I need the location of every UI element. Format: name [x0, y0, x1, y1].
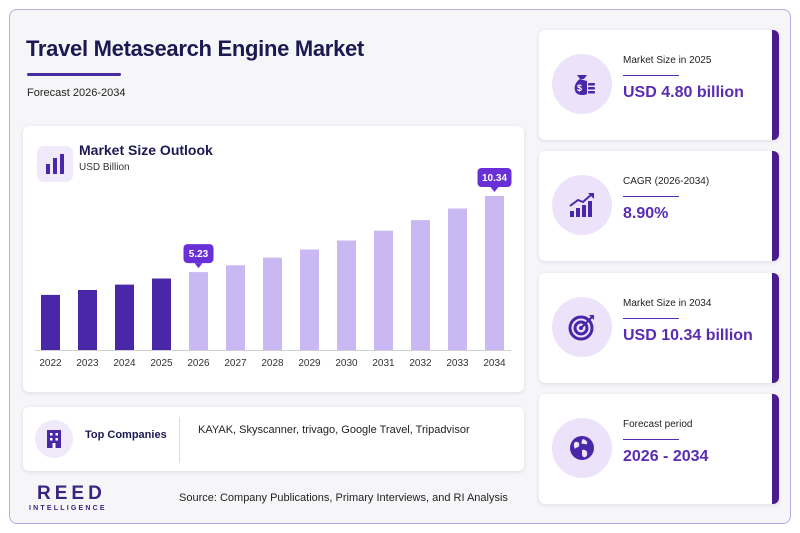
x-tick-label-2023: 2023 [76, 358, 99, 369]
stat-divider [623, 439, 679, 440]
bar-2033 [448, 208, 467, 350]
bar-2029 [300, 249, 319, 350]
x-tick-label-2027: 2027 [224, 358, 247, 369]
globe-icon [552, 418, 612, 478]
bar-2032 [411, 220, 430, 350]
bar-2024 [115, 284, 134, 350]
bar-2025 [152, 278, 171, 350]
stat-value: USD 4.80 billion [623, 84, 744, 101]
money-bag-icon: $ [552, 54, 612, 114]
page-subtitle: Forecast 2026-2034 [27, 87, 126, 99]
data-label-2034: 10.34 [477, 168, 512, 192]
bar-2027 [226, 265, 245, 350]
building-icon [35, 420, 73, 458]
svg-text:$: $ [577, 83, 582, 93]
stat-value: USD 10.34 billion [623, 327, 753, 344]
bar-2028 [263, 257, 282, 350]
stat-label: Market Size in 2025 [623, 55, 712, 66]
svg-text:5.23: 5.23 [189, 249, 209, 260]
x-tick-label-2022: 2022 [39, 358, 62, 369]
growth-chart-icon [552, 175, 612, 235]
stat-card-market-size-2025: $ Market Size in 2025 USD 4.80 billion [539, 30, 779, 140]
chart-card: 2022 2023 2024 2025 2026 2027 2028 2029 2030 2031… [23, 126, 524, 392]
stat-value: 2026 - 2034 [623, 448, 709, 465]
bar-chart-icon [37, 146, 73, 182]
data-label-2026: 5.23 [183, 244, 214, 269]
x-tick-label-2030: 2030 [335, 358, 358, 369]
brand-logo: REED [37, 483, 106, 504]
chart-unit-label: USD Billion [79, 162, 130, 173]
stat-label: Market Size in 2034 [623, 298, 712, 309]
bar-chart: 2022 2023 2024 2025 2026 2027 2028 2029 2030 2031… [35, 168, 512, 369]
x-tick-label-2033: 2033 [446, 358, 469, 369]
stat-divider [623, 196, 679, 197]
svg-text:10.34: 10.34 [482, 173, 507, 184]
stat-label: Forecast period [623, 419, 693, 430]
x-tick-label-2024: 2024 [113, 358, 136, 369]
bar-2022 [41, 294, 60, 350]
page-title: Travel Metasearch Engine Market [26, 36, 364, 61]
stat-card-market-size-2034: Market Size in 2034 USD 10.34 billion [539, 273, 779, 383]
x-tick-label-2026: 2026 [187, 358, 210, 369]
bar-2031 [374, 230, 393, 350]
stat-value: 8.90% [623, 205, 669, 222]
bar-2023 [78, 289, 97, 350]
source-note: Source: Company Publications, Primary In… [179, 492, 508, 504]
title-underline [27, 73, 121, 76]
top-companies-label: Top Companies [85, 429, 167, 441]
stat-card-cagr: CAGR (2026-2034) 8.90% [539, 151, 779, 261]
chart-title: Market Size Outlook [79, 142, 213, 158]
target-icon [552, 297, 612, 357]
x-tick-label-2031: 2031 [372, 358, 395, 369]
bar-2034 [485, 196, 504, 350]
top-companies-list: KAYAK, Skyscanner, trivago, Google Trave… [198, 424, 470, 436]
stat-card-forecast-period: Forecast period 2026 - 2034 [539, 394, 779, 504]
brand-logo-subtitle: INTELLIGENCE [29, 505, 107, 512]
stat-label: CAGR (2026-2034) [623, 176, 710, 187]
top-companies-card: Top Companies KAYAK, Skyscanner, trivago… [23, 407, 524, 471]
stat-divider [623, 318, 679, 319]
x-tick-label-2028: 2028 [261, 358, 284, 369]
divider [179, 417, 180, 463]
x-tick-label-2029: 2029 [298, 358, 321, 369]
stat-divider [623, 75, 679, 76]
x-tick-label-2034: 2034 [483, 358, 506, 369]
bar-2026 [189, 272, 208, 350]
x-tick-label-2032: 2032 [409, 358, 432, 369]
x-tick-label-2025: 2025 [150, 358, 173, 369]
bar-2030 [337, 240, 356, 350]
